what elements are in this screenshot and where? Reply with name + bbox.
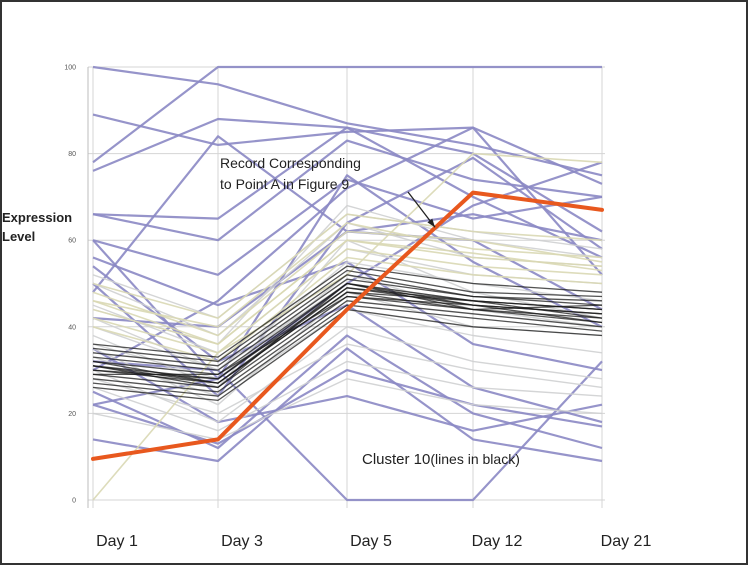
x-tick-label: Day 3 xyxy=(221,533,263,550)
tan-series-line xyxy=(92,256,603,363)
purple-series-line xyxy=(92,334,603,450)
purple-series-line xyxy=(92,178,603,276)
purple-series-line xyxy=(92,113,603,185)
highlight-series xyxy=(91,190,604,461)
light-series-line xyxy=(92,360,603,432)
annotation-cluster-label: Cluster 10 xyxy=(362,451,430,468)
cluster-series-line xyxy=(93,295,603,376)
light-series-line xyxy=(92,261,603,371)
annotation-cluster-note: (lines in black) xyxy=(430,451,519,467)
purple-series-line xyxy=(92,347,603,432)
purple-series-line xyxy=(92,65,602,164)
y-tick-label: 80 xyxy=(68,151,76,158)
x-tick-label: Day 21 xyxy=(601,533,652,550)
light-series-line xyxy=(92,326,603,423)
y-tick-labels: 0 20 40 60 80 100 xyxy=(64,65,76,505)
tan-series-line xyxy=(92,239,603,345)
cluster-series-line xyxy=(92,291,603,384)
background-tan-lines xyxy=(92,152,603,501)
light-series-line xyxy=(92,378,603,441)
cluster-series-line xyxy=(92,300,603,393)
cluster-series-line xyxy=(92,287,603,384)
x-tick-labels: Day 1 Day 3 Day 5 Day 12 Day 21 xyxy=(96,533,651,550)
purple-series-line xyxy=(92,126,603,259)
purple-series-line xyxy=(92,126,603,372)
y-tick-label: 0 xyxy=(72,498,76,505)
cluster-black-lines xyxy=(92,265,603,402)
tan-series-line xyxy=(92,248,603,354)
cluster-series-line xyxy=(92,274,603,367)
tan-series-line xyxy=(92,213,603,319)
cluster-series-line xyxy=(92,269,603,363)
annotation-record: Record Corresponding to Point A in Figure… xyxy=(220,155,436,228)
y-tick-label: 20 xyxy=(68,411,76,418)
annotation-arrowhead xyxy=(427,218,435,228)
purple-series-line xyxy=(92,65,603,177)
cluster-series-line xyxy=(92,282,603,389)
highlight-series-line xyxy=(91,190,604,461)
tan-series-line xyxy=(92,230,603,337)
purple-series-line xyxy=(92,139,603,242)
y-axis-label: Expression Level xyxy=(2,210,72,244)
cluster-series-line xyxy=(92,278,603,371)
y-tick-label: 100 xyxy=(64,65,76,72)
tan-series-line xyxy=(92,222,603,328)
x-tick-label: Day 5 xyxy=(350,533,392,550)
x-tick-label: Day 1 xyxy=(96,533,138,550)
y-tick-label: 60 xyxy=(68,238,76,245)
annotation-record-text: Record Corresponding to Point A in Figure… xyxy=(220,155,361,192)
cluster-series-line xyxy=(92,304,603,397)
purple-series-line xyxy=(92,347,603,463)
annotation-cluster: Cluster 10(lines in black) xyxy=(362,451,520,468)
cluster-series-line xyxy=(92,265,603,358)
y-tick-label: 40 xyxy=(68,324,76,331)
x-tick-label: Day 12 xyxy=(472,533,523,550)
